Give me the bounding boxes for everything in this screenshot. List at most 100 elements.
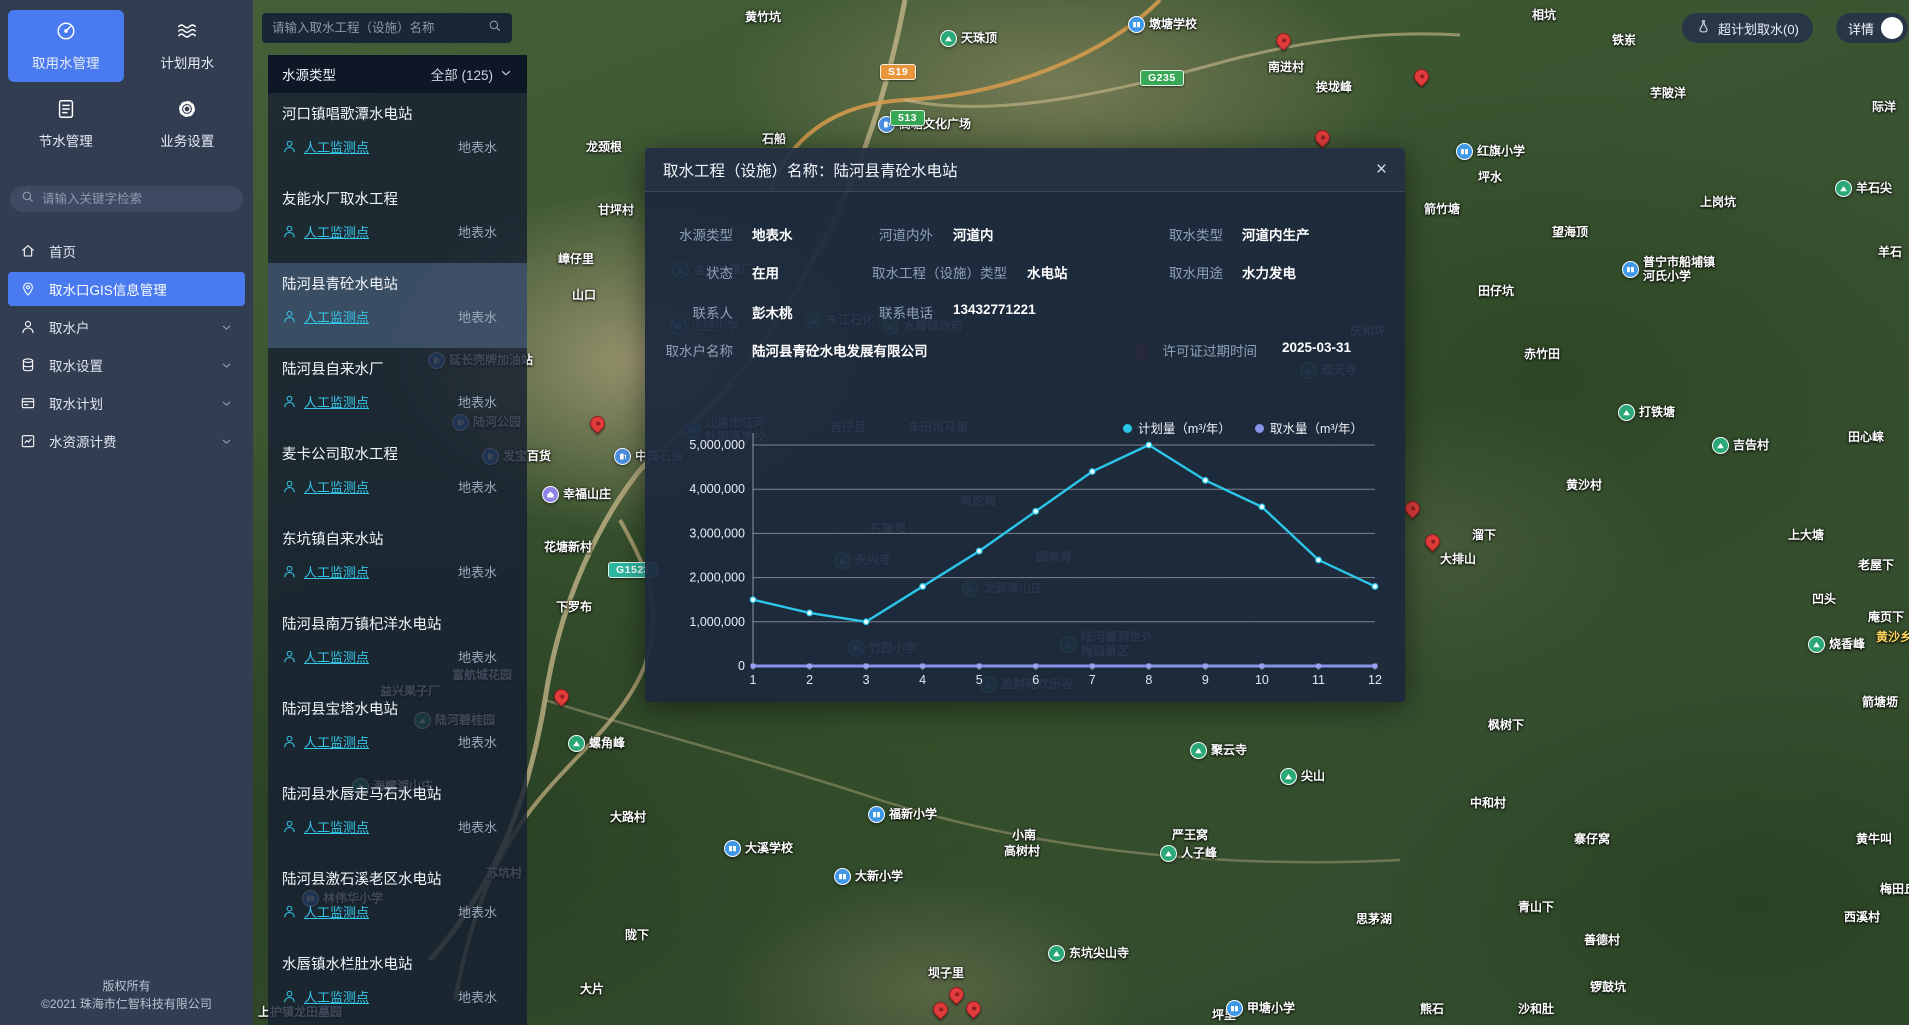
close-icon[interactable]: × (1375, 159, 1387, 180)
svg-text:11: 11 (1312, 673, 1325, 687)
chevron-down-icon (499, 66, 513, 83)
person-icon (282, 649, 297, 664)
water-source-type: 地表水 (457, 565, 497, 580)
sidebar-item-2[interactable]: 取水口GIS信息管理 (8, 272, 245, 306)
sidebar-search[interactable] (10, 186, 243, 212)
detail-toggle-label: 详情 (1848, 21, 1875, 37)
station-search-input[interactable] (272, 21, 479, 35)
station-list-item[interactable]: 麦卡公司取水工程 人工监测点 地表水 (268, 433, 527, 518)
water-source-type: 地表水 (457, 225, 497, 240)
modal-title: 取水工程（设施）名称：陆河县青砼水电站 (663, 162, 958, 180)
overplan-button[interactable]: 超计划取水(0) (1682, 13, 1813, 43)
person-icon (282, 734, 297, 749)
app-tile-2[interactable]: 计划用水 (130, 10, 246, 82)
chevron-down-icon (220, 397, 233, 410)
sidebar-item-3[interactable]: 取水户 (8, 310, 245, 344)
water-source-type: 地表水 (457, 650, 497, 665)
app-tile-4[interactable]: 业务设置 (130, 88, 246, 160)
station-list-item[interactable]: 陆河县宝塔水电站 人工监测点 地表水 (268, 688, 527, 773)
field-label: 状态 (706, 266, 733, 281)
station-list-item[interactable]: 陆河县水唇走马石水电站 人工监测点 地表水 (268, 773, 527, 858)
sidebar-item-1[interactable]: 首页 (8, 234, 245, 268)
monitor-type-link[interactable]: 人工监测点 (304, 480, 370, 495)
app-tile-3[interactable]: 节水管理 (8, 88, 124, 160)
station-name: 陆河县激石溪老区水电站 (282, 872, 442, 888)
svg-text:10: 10 (1255, 673, 1269, 687)
legend-item[interactable]: 取水量（m³/年） (1254, 418, 1363, 437)
sidebar-item-4[interactable]: 取水设置 (8, 348, 245, 382)
search-icon (20, 189, 35, 209)
svg-text:0: 0 (738, 659, 745, 673)
person-icon (282, 904, 297, 919)
filter-dropdown[interactable]: 全部 (125) (431, 64, 513, 84)
station-name: 东坑镇自来水站 (282, 532, 384, 548)
monitor-type-link[interactable]: 人工监测点 (304, 395, 370, 410)
station-list-item[interactable]: 友能水厂取水工程 人工监测点 地表水 (268, 178, 527, 263)
station-name: 麦卡公司取水工程 (282, 447, 398, 463)
monitor-type-link[interactable]: 人工监测点 (304, 225, 370, 240)
field-value: 河道内生产 (1242, 228, 1310, 243)
sidebar-search-input[interactable] (42, 192, 233, 206)
person-icon (282, 479, 297, 494)
station-list-item[interactable]: 水唇镇水栏肚水电站 人工监测点 地表水 (268, 943, 527, 1025)
sidebar-item-6[interactable]: 水资源计费 (8, 424, 245, 458)
chevron-down-icon (220, 321, 233, 334)
monitor-type-link[interactable]: 人工监测点 (304, 310, 370, 325)
toggle-knob-icon[interactable] (1881, 17, 1904, 39)
station-list-item[interactable]: 陆河县激石溪老区水电站 人工监测点 地表水 (268, 858, 527, 943)
station-list-item[interactable]: 陆河县青砼水电站 人工监测点 地表水 (268, 263, 527, 348)
database-icon (20, 357, 36, 373)
search-icon[interactable] (487, 18, 502, 38)
field-value: 2025-03-31 (1282, 340, 1352, 355)
monitor-type-link[interactable]: 人工监测点 (304, 820, 370, 835)
road-badge: S19 (880, 64, 917, 80)
svg-text:4,000,000: 4,000,000 (689, 482, 745, 496)
app-tile-label: 节水管理 (38, 134, 93, 149)
station-list-item[interactable]: 河口镇唱歌潭水电站 人工监测点 地表水 (268, 93, 527, 178)
field-label: 取水用途 (1169, 266, 1223, 281)
water-source-type: 地表水 (457, 480, 497, 495)
svg-text:8: 8 (1145, 673, 1152, 687)
monitor-type-link[interactable]: 人工监测点 (304, 990, 370, 1005)
detail-toggle[interactable]: 详情 (1836, 13, 1909, 43)
svg-text:6: 6 (1032, 673, 1039, 687)
water-source-type: 地表水 (457, 905, 497, 920)
station-search[interactable] (262, 13, 512, 43)
svg-text:1: 1 (750, 673, 757, 687)
water-source-type: 地表水 (457, 140, 497, 155)
location-pin-icon (20, 281, 36, 297)
field-label: 许可证过期时间 (1162, 344, 1258, 359)
monitor-type-link[interactable]: 人工监测点 (304, 140, 370, 155)
station-list-item[interactable]: 东坑镇自来水站 人工监测点 地表水 (268, 518, 527, 603)
field-value: 水电站 (1027, 266, 1068, 281)
station-list-item[interactable]: 陆河县南万镇杞洋水电站 人工监测点 地表水 (268, 603, 527, 688)
copyright-line2: ©2021 珠海市仁智科技有限公司 (41, 997, 212, 1011)
app-tile-1[interactable]: 取用水管理 (8, 10, 124, 82)
chevron-down-icon (220, 359, 233, 372)
svg-text:5: 5 (976, 673, 983, 687)
monitor-type-link[interactable]: 人工监测点 (304, 565, 370, 580)
monitor-type-link[interactable]: 人工监测点 (304, 735, 370, 750)
panel-header: 水源类型 全部 (125) (268, 55, 527, 93)
field-label: 河道内外 (879, 228, 933, 243)
plan-vs-intake-chart: 0 1,000,000 2,000,000 3,000,000 4,000,000 5,0… (689, 433, 1382, 687)
field-value: 13432771221 (953, 302, 1036, 317)
monitor-type-link[interactable]: 人工监测点 (304, 905, 370, 920)
station-panel: 水源类型 全部 (125) 河口镇唱歌潭水电站 人工监测点 地表水 友能水厂取水… (268, 55, 527, 1025)
person-icon (282, 224, 297, 239)
waves-icon (176, 20, 198, 45)
water-source-type: 地表水 (457, 820, 497, 835)
svg-text:2,000,000: 2,000,000 (689, 571, 745, 585)
person-icon (282, 394, 297, 409)
flask-icon (1696, 19, 1711, 37)
station-list-item[interactable]: 陆河县自来水厂 人工监测点 地表水 (268, 348, 527, 433)
svg-text:12: 12 (1368, 673, 1382, 687)
filter-label: 水源类型 (282, 68, 336, 83)
sidebar-item-5[interactable]: 取水计划 (8, 386, 245, 420)
field-value: 地表水 (752, 228, 793, 243)
monitor-type-link[interactable]: 人工监测点 (304, 650, 370, 665)
sidebar-item-label: 取水计划 (49, 397, 103, 412)
svg-text:3,000,000: 3,000,000 (689, 526, 745, 540)
legend-item[interactable]: 计划量（m³/年） (1122, 418, 1231, 437)
